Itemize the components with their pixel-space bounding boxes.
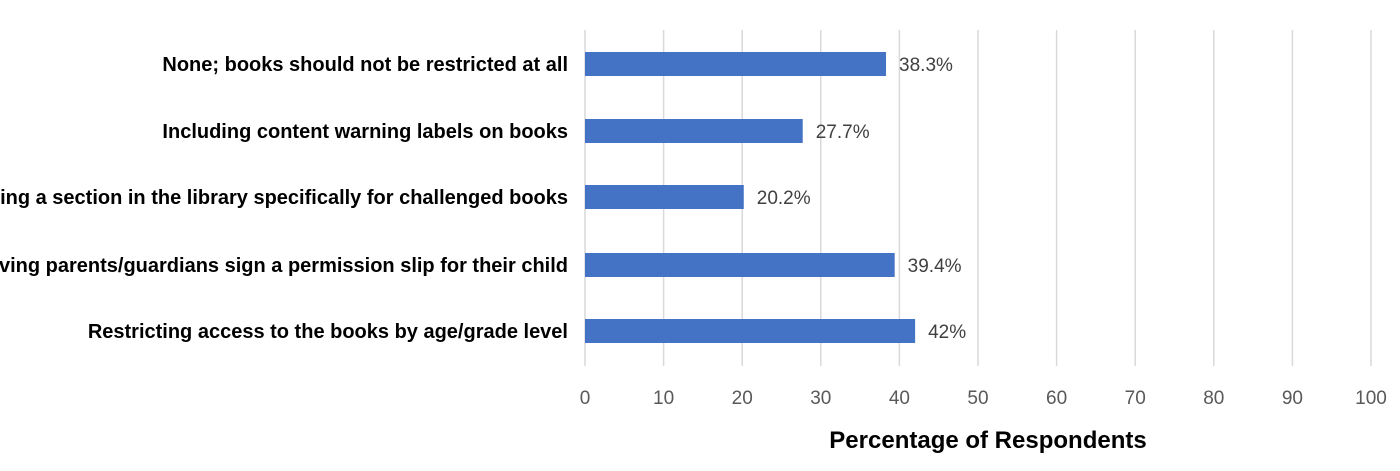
x-tick-label: 40 bbox=[889, 388, 910, 409]
bar bbox=[585, 185, 744, 209]
data-label: 20.2% bbox=[757, 188, 811, 209]
data-label: 42% bbox=[928, 322, 966, 343]
x-tick-label: 10 bbox=[653, 388, 674, 409]
data-labels: 38.3% 27.7% 20.2% 39.4% 42% bbox=[757, 55, 966, 343]
x-tick-labels: 0 10 20 30 40 50 60 70 80 90 100 bbox=[580, 388, 1387, 409]
x-axis-title: Percentage of Respondents bbox=[829, 427, 1146, 454]
x-tick-label: 90 bbox=[1282, 388, 1303, 409]
x-tick-label: 70 bbox=[1125, 388, 1146, 409]
bar bbox=[585, 319, 916, 343]
x-tick-label: 80 bbox=[1203, 388, 1224, 409]
gridlines bbox=[584, 30, 1372, 366]
bar bbox=[585, 119, 803, 143]
bar bbox=[585, 253, 895, 277]
category-label: Creating a section in the library specif… bbox=[0, 187, 568, 209]
bar bbox=[585, 52, 887, 76]
data-label: 27.7% bbox=[816, 122, 870, 143]
x-tick-label: 100 bbox=[1355, 388, 1387, 409]
x-tick-label: 30 bbox=[810, 388, 831, 409]
category-label: Including content warning labels on book… bbox=[162, 121, 568, 143]
x-tick-label: 50 bbox=[967, 388, 988, 409]
category-label: None; books should not be restricted at … bbox=[162, 54, 568, 76]
data-label: 39.4% bbox=[908, 256, 962, 277]
category-labels: None; books should not be restricted at … bbox=[0, 54, 568, 343]
bars bbox=[585, 52, 916, 343]
x-tick-label: 0 bbox=[580, 388, 591, 409]
x-tick-label: 60 bbox=[1046, 388, 1067, 409]
category-label: Having parents/guardians sign a permissi… bbox=[0, 255, 568, 277]
category-label: Restricting access to the books by age/g… bbox=[88, 321, 568, 343]
data-label: 38.3% bbox=[899, 55, 953, 76]
x-tick-label: 20 bbox=[732, 388, 753, 409]
